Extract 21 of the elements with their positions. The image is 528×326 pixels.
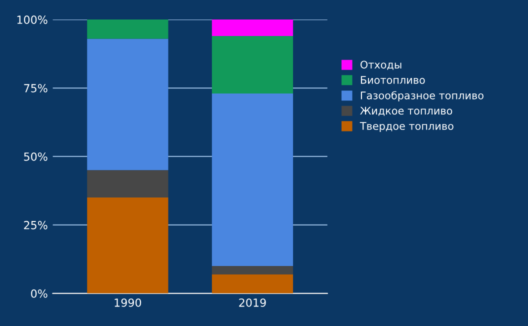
bar	[87, 170, 168, 198]
bar	[212, 93, 294, 266]
legend-label: Отходы	[360, 60, 402, 70]
y-tick-label: 0%	[31, 289, 48, 298]
legend-label: Жидкое топливо	[360, 106, 452, 116]
bar	[87, 38, 168, 170]
y-tick-label: 50%	[24, 152, 48, 161]
bar	[87, 20, 168, 39]
y-tick-label: 25%	[24, 220, 48, 230]
bar	[212, 266, 294, 274]
legend-label: Твердое топливо	[360, 122, 454, 132]
legend-label: Газообразное топливо	[360, 91, 484, 102]
x-tick-label: 2019	[239, 298, 266, 307]
x-tick-label: 1990	[114, 298, 142, 307]
bar	[87, 198, 168, 294]
y-tick-label: 100%	[17, 16, 48, 24]
bar	[212, 274, 294, 294]
bar	[212, 20, 294, 36]
bar	[212, 36, 294, 94]
y-tick-label: 75%	[24, 84, 48, 92]
legend-label: Биотопливо	[360, 76, 425, 84]
